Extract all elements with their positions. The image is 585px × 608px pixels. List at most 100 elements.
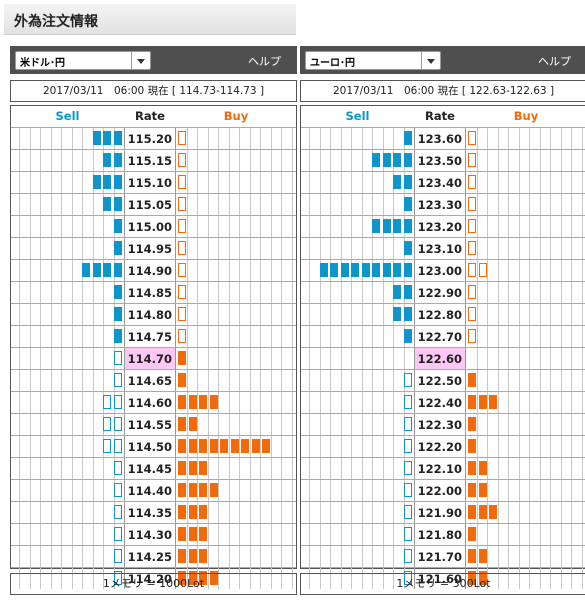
sell-cell <box>11 524 125 545</box>
sell-volume-block <box>361 263 370 277</box>
rate-value: 122.30 <box>417 418 462 432</box>
buy-cell <box>466 348 585 369</box>
rate-value: 122.40 <box>417 396 462 410</box>
buy-volume-block <box>468 527 477 541</box>
sell-volume-block <box>403 131 412 145</box>
buy-volume-block <box>478 505 487 519</box>
table-row: 122.00 <box>301 480 585 502</box>
buy-cell <box>466 172 585 193</box>
buy-cell <box>176 392 296 413</box>
buy-volume-block <box>199 483 208 497</box>
sell-column-header: Sell <box>55 109 80 123</box>
page-title-bar: 外為注文情報 <box>4 4 296 35</box>
buy-volume-block <box>188 571 197 585</box>
buy-cell <box>466 260 585 281</box>
buy-cell <box>466 480 585 501</box>
rate-value: 114.65 <box>127 374 172 388</box>
rate-value: 123.10 <box>417 242 462 256</box>
table-row: 123.30 <box>301 194 585 216</box>
sell-volume-block <box>372 263 381 277</box>
rate-cell: 122.00 <box>415 480 466 501</box>
help-link[interactable]: ヘルプ <box>248 55 281 68</box>
buy-volume-block <box>209 395 218 409</box>
rate-cell: 123.50 <box>415 150 466 171</box>
sell-cell <box>11 436 125 457</box>
sell-volume-empty-block <box>113 527 122 541</box>
rate-cell: 123.60 <box>415 128 466 149</box>
sell-cell <box>301 370 415 391</box>
sell-volume-block <box>92 131 101 145</box>
currency-pair-value: 米ドル･円 <box>20 58 65 69</box>
buy-volume-block <box>199 571 208 585</box>
buy-cell <box>176 414 296 435</box>
help-link[interactable]: ヘルプ <box>538 55 571 68</box>
buy-volume-block <box>199 549 208 563</box>
table-row: 114.65 <box>11 370 296 392</box>
rate-value: 115.20 <box>127 132 172 146</box>
rate-value: 114.45 <box>127 462 172 476</box>
rate-value: 115.10 <box>127 176 172 190</box>
buy-volume-block <box>188 439 197 453</box>
buy-cell <box>176 502 296 523</box>
buy-volume-block <box>178 527 187 541</box>
buy-cell <box>466 238 585 259</box>
table-row: 115.20 <box>11 128 296 150</box>
rate-value: 123.60 <box>417 132 462 146</box>
rate-cell: 121.70 <box>415 546 466 567</box>
buy-volume-block <box>188 483 197 497</box>
buy-cell <box>466 128 585 149</box>
sell-cell <box>301 502 415 523</box>
buy-volume-empty-block <box>178 329 187 343</box>
rate-cell: 122.40 <box>415 392 466 413</box>
sell-cell <box>301 414 415 435</box>
sell-volume-empty-block <box>113 505 122 519</box>
rate-value: 115.05 <box>127 198 172 212</box>
rate-cell: 122.50 <box>415 370 466 391</box>
sell-cell <box>301 524 415 545</box>
buy-volume-empty-block <box>468 241 477 255</box>
buy-cell <box>176 128 296 149</box>
rate-cell: 121.90 <box>415 502 466 523</box>
rate-value: 114.70 <box>127 352 172 366</box>
sell-volume-empty-block <box>113 461 122 475</box>
sell-cell <box>301 348 415 369</box>
rate-value: 114.75 <box>127 330 172 344</box>
rate-value: 123.30 <box>417 198 462 212</box>
rate-cell: 123.20 <box>415 216 466 237</box>
sell-cell <box>301 546 415 567</box>
panel-header: 米ドル･円 ヘルプ <box>10 46 297 74</box>
rate-cell: 114.70 <box>125 348 176 369</box>
rate-value: 122.00 <box>417 484 462 498</box>
rate-cell: 122.70 <box>415 326 466 347</box>
buy-volume-block <box>468 461 477 475</box>
table-header-row: Sell Rate Buy <box>301 106 585 128</box>
table-row: 114.70 <box>11 348 296 370</box>
rate-value: 121.90 <box>417 506 462 520</box>
chevron-down-icon[interactable] <box>131 52 150 69</box>
buy-cell <box>176 546 296 567</box>
sell-volume-block <box>403 153 412 167</box>
buy-cell <box>466 502 585 523</box>
buy-volume-block <box>178 461 187 475</box>
chevron-down-icon[interactable] <box>421 52 440 69</box>
table-row: 114.55 <box>11 414 296 436</box>
rate-value: 114.40 <box>127 484 172 498</box>
sell-volume-block <box>103 153 112 167</box>
sell-volume-empty-block <box>113 571 122 585</box>
sell-cell <box>11 546 125 567</box>
buy-cell <box>176 326 296 347</box>
buy-cell <box>176 238 296 259</box>
buy-volume-empty-block <box>178 131 187 145</box>
rate-cell: 115.00 <box>125 216 176 237</box>
currency-pair-select[interactable]: 米ドル･円 <box>15 51 151 70</box>
rate-cell: 122.10 <box>415 458 466 479</box>
currency-pair-select[interactable]: ユーロ･円 <box>305 51 441 70</box>
rate-value: 122.60 <box>417 352 462 366</box>
buy-volume-block <box>188 549 197 563</box>
panel-header: ユーロ･円 ヘルプ <box>300 46 585 74</box>
rate-cell: 115.05 <box>125 194 176 215</box>
buy-volume-block <box>230 439 239 453</box>
sell-volume-block <box>113 263 122 277</box>
table-row: 114.35 <box>11 502 296 524</box>
buy-volume-block <box>178 571 187 585</box>
